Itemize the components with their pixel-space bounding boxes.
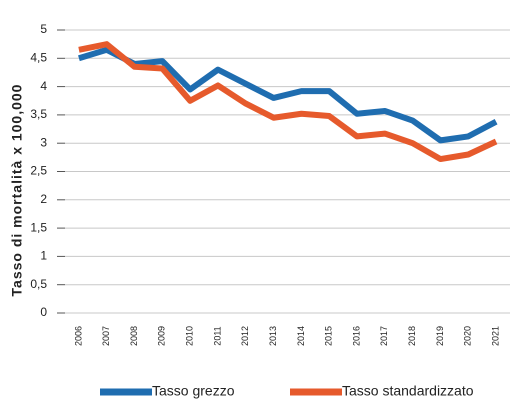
y-tick-label: 4,5	[30, 50, 47, 64]
x-tick-label: 2013	[268, 326, 278, 346]
y-tick-label: 0	[40, 305, 47, 319]
y-tick-label: 3	[40, 135, 47, 149]
x-tick-label: 2020	[463, 326, 473, 346]
y-tick-label: 4	[40, 79, 47, 93]
x-tick-label: 2010	[185, 326, 195, 346]
y-tick-label: 0,5	[30, 277, 47, 291]
y-tick-label: 2,5	[30, 164, 47, 178]
x-tick-label: 2009	[157, 326, 167, 346]
x-tick-label: 2014	[296, 326, 306, 346]
x-tick-label: 2017	[379, 326, 389, 346]
legend-label: Tasso standardizzato	[342, 383, 474, 399]
x-tick-label: 2008	[129, 326, 139, 346]
x-tick-label: 2007	[101, 326, 111, 346]
x-tick-label: 2012	[240, 326, 250, 346]
series-line	[78, 46, 498, 144]
x-tick-label: 2016	[351, 326, 361, 346]
y-tick-label: 5	[40, 22, 47, 36]
x-tick-label: 2021	[490, 326, 500, 346]
y-tick-label: 2	[40, 192, 47, 206]
y-axis-label: Tasso di mortalità x 100,000	[9, 84, 25, 297]
y-tick-label: 3,5	[30, 107, 47, 121]
x-tick-label: 2006	[73, 326, 83, 346]
y-tick-label: 1	[40, 249, 47, 263]
x-tick-label: 2019	[435, 326, 445, 346]
y-tick-label: 1,5	[30, 220, 47, 234]
legend-label: Tasso grezzo	[152, 383, 235, 399]
series-line	[78, 41, 498, 163]
x-tick-label: 2015	[324, 326, 334, 346]
x-tick-label: 2011	[212, 326, 222, 345]
x-tick-label: 2018	[407, 326, 417, 346]
